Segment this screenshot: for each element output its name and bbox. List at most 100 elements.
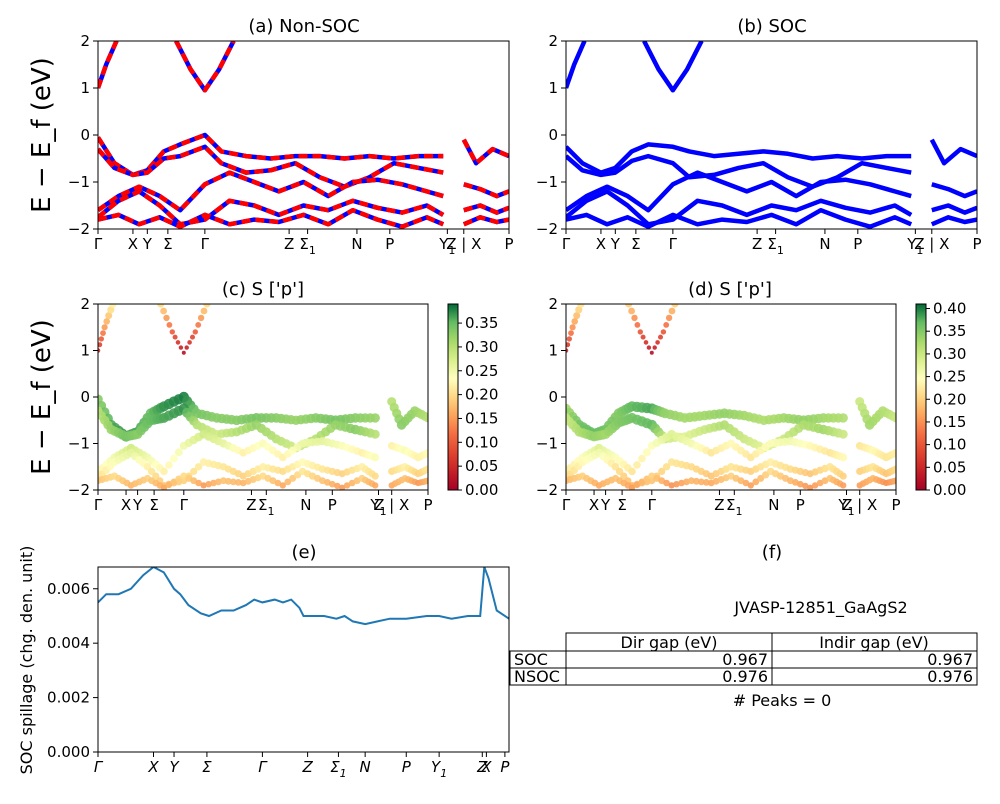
y-tick-label: 2 xyxy=(80,32,90,50)
x-tick-label: X xyxy=(147,758,159,776)
colorbar-tick-label: 0.40 xyxy=(933,300,966,318)
projection-point xyxy=(638,478,646,486)
x-tick-label: Γ xyxy=(201,235,210,253)
projection-point xyxy=(289,474,297,482)
projection-point xyxy=(747,482,754,489)
x-tick-label: Z xyxy=(714,496,724,514)
x-tick-label: P xyxy=(972,235,981,253)
projection-point xyxy=(577,304,585,308)
projection-point xyxy=(640,334,646,340)
x-tick-label: Z | X xyxy=(914,235,949,253)
panel-a-title: (a) Non-SOC xyxy=(248,16,359,37)
plot-area xyxy=(566,304,896,490)
panel-c-title: (c) S ['p'] xyxy=(222,279,304,300)
x-tick-label: P xyxy=(402,758,412,776)
x-tick-label: Σ1 xyxy=(330,758,346,780)
x-tick-label: Γ xyxy=(180,496,189,514)
y-tick-label: 2 xyxy=(80,295,90,313)
projection-point xyxy=(423,413,428,423)
plot-area xyxy=(98,567,509,626)
projection-point xyxy=(371,472,379,480)
panel-f-title: (f) xyxy=(762,542,782,563)
band-line-nonsoc xyxy=(174,41,236,93)
projection-point xyxy=(633,461,641,469)
projection-point xyxy=(668,307,676,315)
projection-point xyxy=(697,478,705,486)
projection-point xyxy=(279,482,286,489)
projection-point xyxy=(663,322,670,328)
x-tick-label: P xyxy=(328,496,337,514)
projection-point xyxy=(797,480,804,488)
x-tick-label: Γ xyxy=(562,496,571,514)
x-tick-label: Z xyxy=(301,758,313,776)
projection-point xyxy=(424,465,428,473)
x-tick-label: Z | X xyxy=(446,235,481,253)
y-tick-label: 0.002 xyxy=(47,689,90,707)
projection-point xyxy=(178,345,184,350)
subscript: 1 xyxy=(848,505,855,518)
x-tick-label: P xyxy=(500,758,510,776)
projection-point xyxy=(160,484,168,490)
plot-area xyxy=(98,304,428,490)
projection-point xyxy=(190,467,198,475)
projection-point xyxy=(571,318,578,325)
x-tick-label: Γ xyxy=(258,758,268,776)
projection-point xyxy=(274,479,282,487)
band-line xyxy=(929,138,977,166)
x-tick-label: Z | X xyxy=(842,496,877,514)
projection-point xyxy=(170,454,178,463)
axes-frame xyxy=(565,303,897,491)
y-tick-label: 2 xyxy=(548,32,558,50)
panel-c: (c) S ['p'] E − E_f (eV) 210−1−2Γ X Y Σ Γ Z Σ1… xyxy=(27,279,498,518)
projection-point xyxy=(652,345,657,350)
projection-point xyxy=(638,454,646,463)
colorbar-tick-label: 0.15 xyxy=(933,413,966,431)
projection-point xyxy=(424,477,428,484)
projection-point xyxy=(892,465,896,473)
x-tick-label: P xyxy=(891,496,900,514)
projection-point xyxy=(628,467,636,476)
x-tick-label: Γ xyxy=(562,235,571,253)
x-tick-label: P xyxy=(853,235,862,253)
x-tick-label: Γ xyxy=(94,496,103,514)
projection-point xyxy=(165,481,173,489)
projection-point xyxy=(152,472,160,480)
projection-point xyxy=(658,467,666,475)
projection-point xyxy=(372,482,379,489)
projection-point xyxy=(662,463,671,471)
x-tick-label: P xyxy=(423,496,432,514)
projection-point xyxy=(174,448,183,457)
y-tick-label: 1 xyxy=(80,79,90,97)
x-tick-label: N xyxy=(351,235,362,253)
projection-point xyxy=(334,482,341,490)
band-line xyxy=(566,153,912,189)
projection-point xyxy=(737,477,745,485)
y-tick-label: 2 xyxy=(548,295,558,313)
axes-frame xyxy=(97,303,429,491)
y-tick-label: −2 xyxy=(68,220,90,238)
y-tick-label: 1 xyxy=(548,342,558,360)
subscript: 1 xyxy=(777,244,784,257)
projection-point xyxy=(757,474,765,482)
projection-point xyxy=(147,467,156,476)
band-line xyxy=(566,189,913,227)
projection-point xyxy=(234,479,242,486)
x-tick-label: Y xyxy=(132,496,143,514)
table-row-label: SOC xyxy=(514,650,548,669)
projection-point xyxy=(838,413,848,423)
projection-point xyxy=(284,478,292,486)
x-tick-label: Σ1 xyxy=(258,496,274,518)
y-tick-label: 0.004 xyxy=(47,634,90,652)
subscript: 1 xyxy=(440,767,447,780)
table-cell-value: 0.976 xyxy=(722,667,768,686)
table-cell-value: 0.967 xyxy=(722,650,768,669)
projection-point xyxy=(165,461,173,469)
projection-point xyxy=(671,304,679,308)
axes-frame xyxy=(97,566,510,753)
subscript: 1 xyxy=(309,244,316,257)
table-header-indir: Indir gap (eV) xyxy=(819,633,929,652)
